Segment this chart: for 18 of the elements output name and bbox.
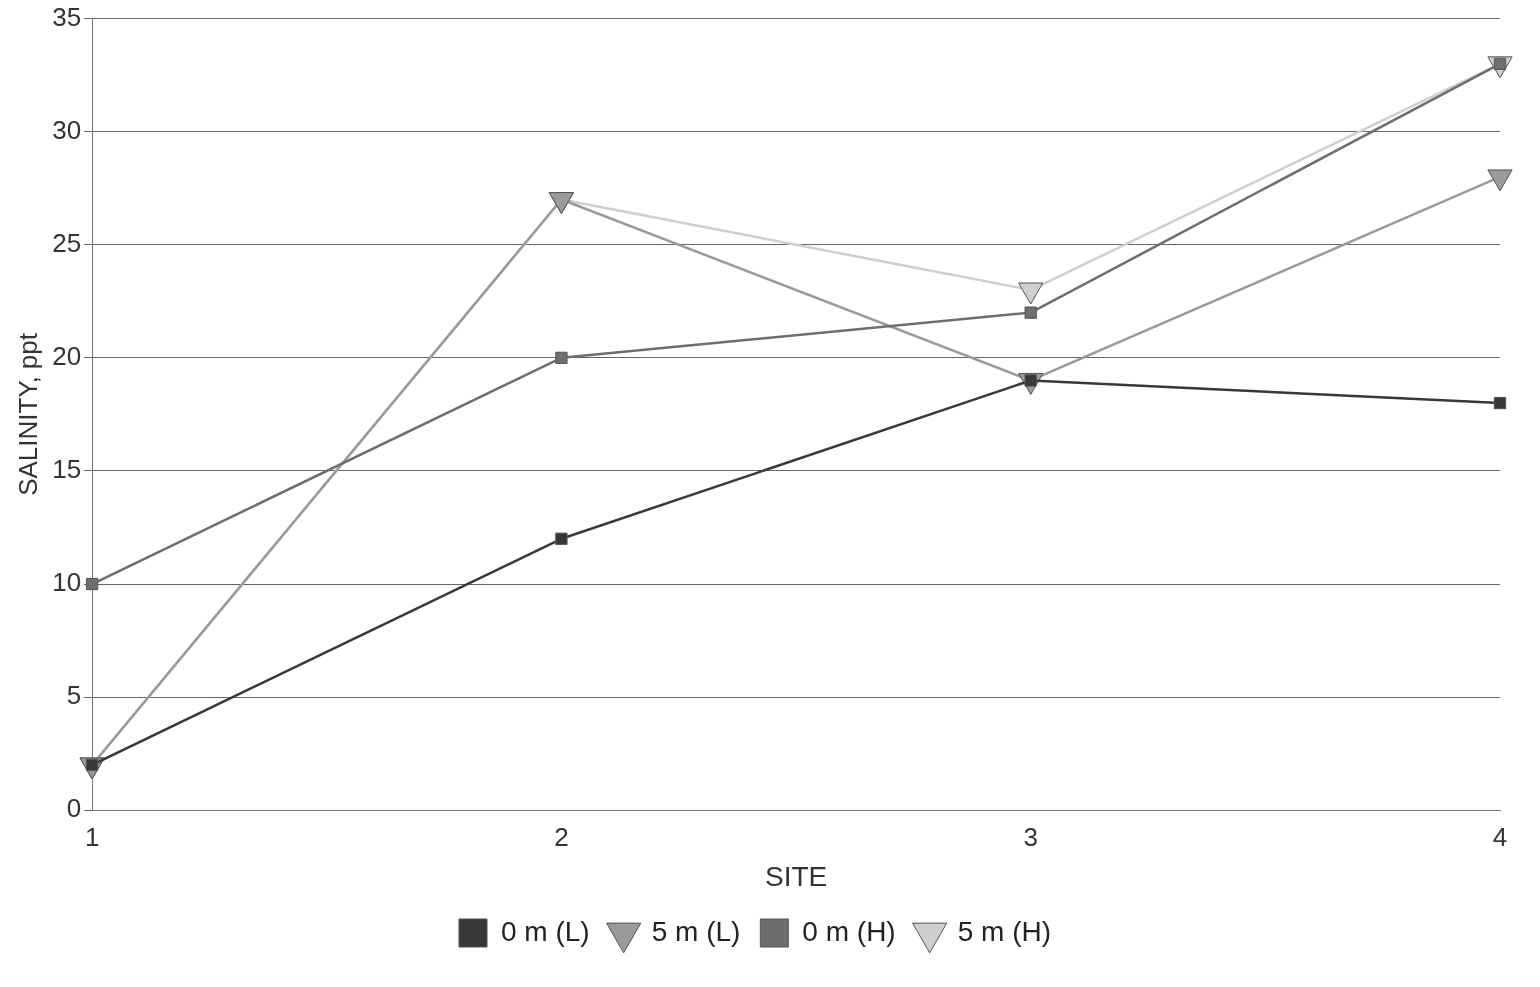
legend-label: 5 m (L) <box>651 915 741 947</box>
y-axis-title: SALINITY, ppt <box>12 332 43 496</box>
x-tick-label: 1 <box>84 821 100 852</box>
y-tick-label: 25 <box>52 227 82 258</box>
x-tick-label: 2 <box>554 821 569 852</box>
x-tick-label: 3 <box>1023 821 1038 852</box>
y-tick-label: 10 <box>52 567 82 598</box>
legend-label: 0 m (L) <box>501 915 590 947</box>
legend-label: 0 m (H) <box>802 915 896 947</box>
y-tick-label: 20 <box>52 341 82 372</box>
legend-label: 5 m (H) <box>957 915 1051 947</box>
x-axis-title: SITE <box>764 860 828 892</box>
y-tick-label: 15 <box>52 454 82 485</box>
y-tick-label: 5 <box>66 680 82 711</box>
y-tick-label: 30 <box>52 114 82 145</box>
x-tick-label: 4 <box>1492 821 1508 852</box>
y-tick-label: 35 <box>52 1 82 32</box>
y-tick-label: 0 <box>66 793 82 824</box>
